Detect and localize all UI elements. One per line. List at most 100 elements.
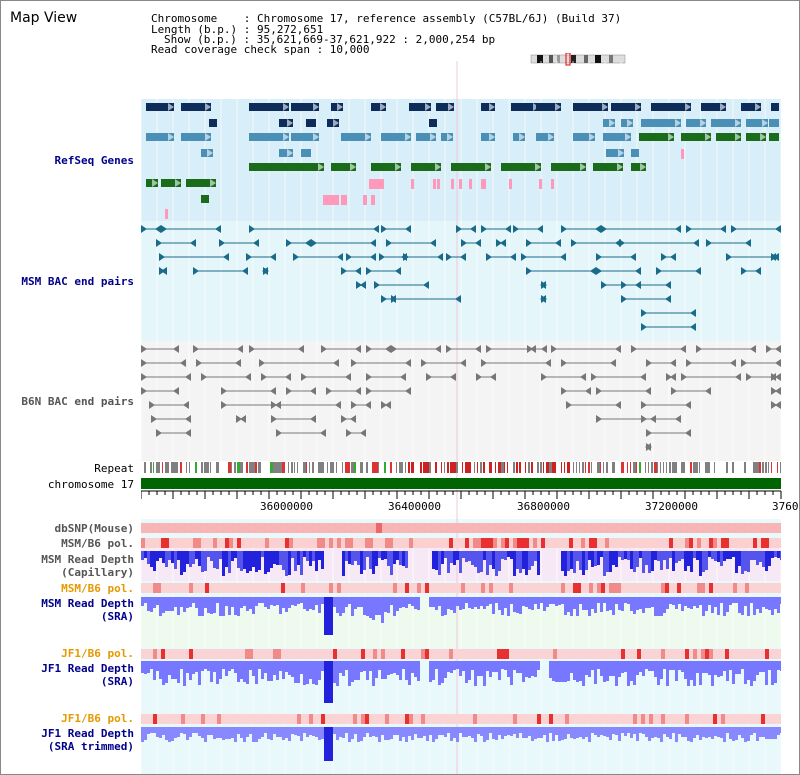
depth-bar (693, 551, 696, 558)
depth-bar (621, 727, 624, 733)
bac-end-marker (690, 309, 696, 317)
depth-bar (516, 551, 519, 569)
depth-bar (429, 661, 432, 682)
pol-segment (257, 538, 261, 548)
depth-bar (282, 661, 285, 679)
gene-feature (249, 163, 324, 171)
depth-bar (486, 597, 489, 606)
pol-segment (701, 538, 705, 548)
pol-segment (725, 714, 729, 724)
pol-segment (401, 583, 405, 593)
pol-segment (653, 714, 657, 724)
pol-segment (309, 538, 313, 548)
depth-bar (744, 551, 747, 571)
gene-strand-marker (283, 133, 289, 141)
track-label-jf1-depth-sra[interactable]: JF1 Read Depth (41, 662, 134, 675)
depth-bar (414, 727, 417, 734)
repeat-track[interactable] (141, 462, 781, 473)
depth-bar (165, 727, 168, 740)
depth-bar (276, 597, 279, 605)
pol-segment (245, 538, 249, 548)
track-label-repeat[interactable]: Repeat (94, 462, 134, 475)
depth-bar (639, 551, 642, 558)
repeat-element (354, 462, 356, 473)
track-label-msm-b6-pol-2[interactable]: MSM/B6 pol. (61, 582, 134, 595)
depth-bar (585, 661, 588, 675)
pol-segment (641, 538, 645, 548)
pol-segment (737, 649, 741, 659)
pol-segment (601, 538, 605, 548)
repeat-element (426, 462, 429, 473)
bac-end-marker (385, 345, 391, 353)
track-label-msm-depth-cap[interactable]: MSM Read Depth (41, 553, 134, 566)
pol-segment (613, 538, 617, 548)
depth-bar (252, 727, 255, 742)
track-label-jf1-depth-trim[interactable]: JF1 Read Depth (41, 727, 134, 740)
depth-bar (663, 727, 666, 734)
track-label-refseq[interactable]: RefSeq Genes (54, 154, 134, 167)
track-label-jf1-b6-pol[interactable]: JF1/B6 pol. (61, 647, 134, 660)
track-label-jf1-b6-pol-2[interactable]: JF1/B6 pol. (61, 712, 134, 725)
depth-bar (237, 661, 240, 682)
pol-segment (317, 538, 321, 548)
depth-bar (429, 727, 432, 735)
depth-bar (216, 727, 219, 738)
repeat-element (330, 462, 333, 473)
repeat-element (405, 462, 406, 473)
depth-bar (702, 551, 705, 572)
pol-segment (229, 538, 233, 548)
track-label-msm-b6-pol[interactable]: MSM/B6 pol. (61, 537, 134, 550)
track-label-msm-bac[interactable]: MSM BAC end pairs (21, 275, 134, 288)
depth-bar (507, 727, 510, 735)
repeat-element (594, 462, 596, 473)
depth-bar (690, 551, 693, 572)
b6n-bac-track[interactable] (141, 341, 781, 461)
depth-bar (252, 661, 255, 676)
msm-bac-track[interactable] (141, 221, 781, 341)
depth-bar (201, 551, 204, 572)
track-label-msm-depth-sra[interactable]: MSM Read Depth (41, 597, 134, 610)
depth-bar (384, 551, 387, 559)
gene-strand-marker (627, 119, 633, 127)
depth-bar (246, 727, 249, 737)
depth-bar (492, 597, 495, 614)
chromosome-ideogram[interactable] (529, 53, 629, 67)
pol-segment (689, 714, 693, 724)
depth-bar (252, 551, 255, 567)
pol-segment (537, 649, 541, 659)
refseq-genes-track[interactable] (141, 99, 781, 221)
depth-bar (708, 597, 711, 605)
depth-bar (726, 661, 729, 681)
pol-segment (649, 583, 653, 593)
chromosome-info: Chromosome : Chromosome 17, reference as… (151, 12, 622, 25)
depth-bar (342, 727, 345, 738)
pol-segment (157, 714, 161, 724)
pol-segment (621, 649, 625, 659)
depth-bar (588, 727, 591, 742)
repeat-element (237, 462, 240, 473)
depth-bar (729, 551, 732, 559)
repeat-element (549, 462, 552, 473)
pol-segment (521, 583, 525, 593)
track-label-b6n-bac[interactable]: B6N BAC end pairs (21, 395, 134, 408)
pol-segment (489, 649, 493, 659)
pol-segment (581, 714, 585, 724)
pol-segment (577, 649, 581, 659)
bac-end-marker (185, 429, 191, 437)
depth-bar (282, 597, 285, 608)
pol-segment (157, 649, 161, 659)
depth-bar (714, 661, 717, 675)
pol-segment (365, 583, 369, 593)
track-label-dbsnp[interactable]: dbSNP(Mouse) (54, 522, 134, 535)
variation-tracks[interactable] (141, 521, 781, 775)
depth-bar (657, 551, 660, 561)
depth-bar (291, 551, 294, 558)
depth-bar (606, 551, 609, 572)
pol-segment (497, 649, 501, 659)
depth-bar (684, 661, 687, 679)
pol-segment (765, 649, 769, 659)
depth-bar (639, 727, 642, 733)
bac-end-marker (236, 415, 242, 423)
depth-bar (561, 597, 564, 604)
depth-bar (177, 597, 180, 615)
